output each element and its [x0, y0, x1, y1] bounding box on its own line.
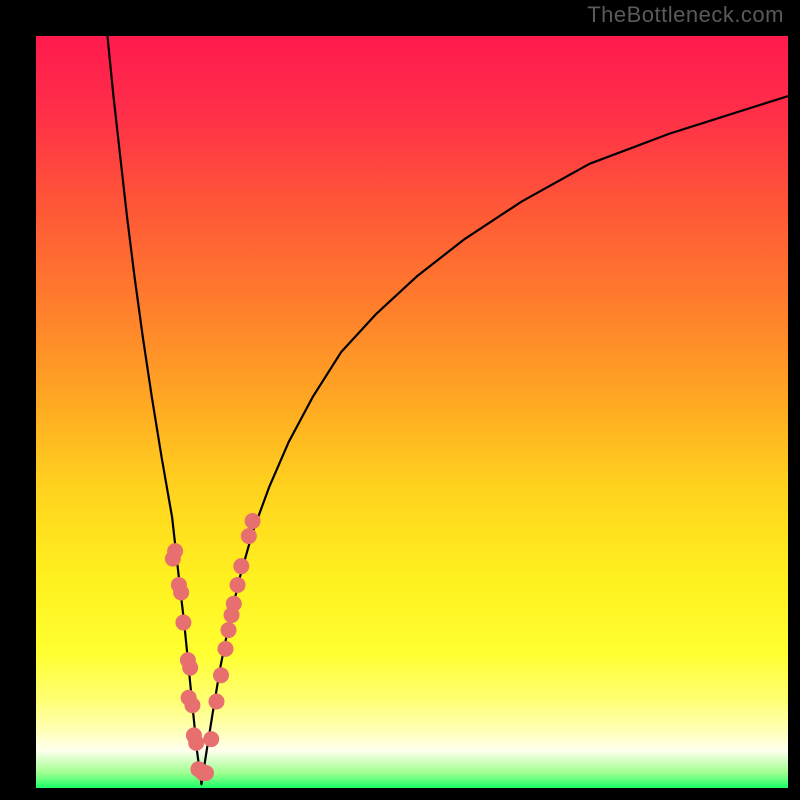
marker-dot — [233, 558, 249, 574]
plot-svg — [36, 36, 788, 788]
watermark-text: TheBottleneck.com — [587, 2, 784, 28]
marker-dot — [182, 660, 198, 676]
gradient-background — [36, 36, 788, 788]
marker-dot — [208, 694, 224, 710]
marker-dot — [213, 667, 229, 683]
marker-dot — [203, 731, 219, 747]
marker-dot — [188, 735, 204, 751]
marker-dot — [184, 697, 200, 713]
marker-dot — [167, 543, 183, 559]
marker-dot — [175, 615, 191, 631]
marker-dot — [226, 596, 242, 612]
marker-dot — [221, 622, 237, 638]
chart-frame: TheBottleneck.com — [0, 0, 800, 800]
plot-area — [36, 36, 788, 788]
marker-dot — [218, 641, 234, 657]
marker-dot — [198, 765, 214, 781]
marker-dot — [230, 577, 246, 593]
marker-dot — [245, 513, 261, 529]
marker-dot — [241, 528, 257, 544]
marker-dot — [173, 584, 189, 600]
